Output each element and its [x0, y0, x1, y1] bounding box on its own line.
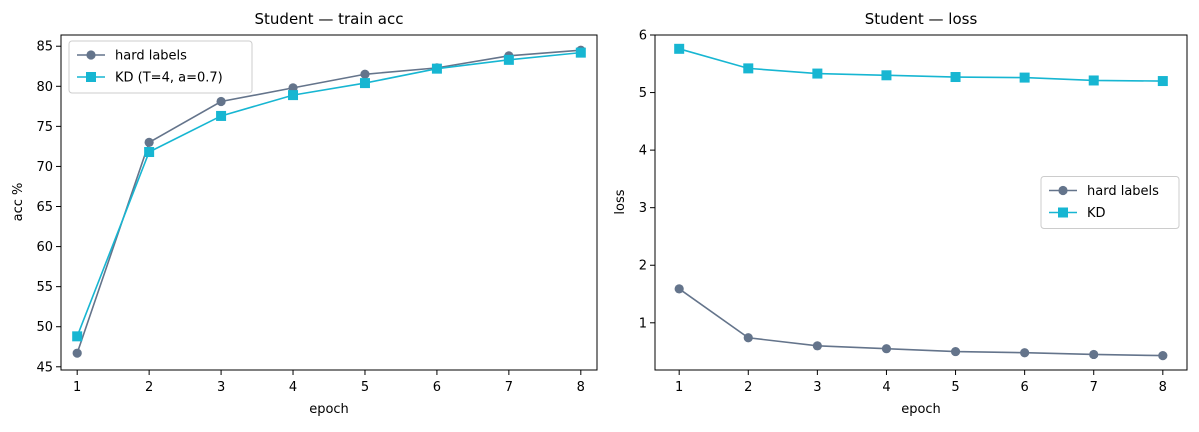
accuracy-legend: hard labels KD (T=4, a=0.7) [68, 40, 253, 94]
loss-chart-panel: Student — loss epoch loss 1 2 3 4 5 6 7 8 1 2 3 4 5 6… [613, 10, 1188, 417]
accuracy-x-tick-label: 6 [433, 380, 441, 395]
accuracy-chart-title: Student — train acc [255, 10, 404, 28]
accuracy-point-kd-t-4-a-0-7-7 [503, 54, 514, 65]
accuracy-point-kd-t-4-a-0-7-5 [359, 78, 370, 89]
accuracy-y-tick-label: 80 [36, 80, 53, 95]
loss-point-kd-5 [950, 72, 961, 83]
accuracy-x-tick-label: 3 [217, 380, 225, 395]
loss-point-hard-labels-8 [1158, 351, 1168, 361]
accuracy-legend-marker-hard-labels [86, 50, 96, 60]
loss-x-tick-label: 7 [1090, 380, 1098, 395]
loss-chart-title: Student — loss [865, 10, 978, 28]
loss-point-hard-labels-5 [950, 346, 961, 357]
accuracy-y-tick-label: 85 [36, 40, 53, 55]
loss-point-kd-7 [1088, 75, 1099, 86]
loss-point-kd-2 [743, 63, 754, 74]
loss-point-kd-8 [1157, 76, 1168, 87]
accuracy-series-line-kd-t-4-a-0-7 [76, 51, 581, 337]
loss-point-hard-labels-7 [1089, 349, 1099, 360]
loss-series-kd [674, 43, 1168, 87]
loss-y-tick-label: 1 [639, 316, 647, 331]
loss-point-kd-1 [674, 43, 685, 54]
loss-x-tick-label: 6 [1020, 380, 1028, 395]
loss-axes-frame [654, 34, 1188, 371]
accuracy-legend-label-hard-labels: hard labels [115, 49, 187, 64]
accuracy-x-axis-label: epoch [309, 402, 349, 417]
loss-y-tick-label: 5 [639, 86, 647, 101]
loss-y-tick-label: 3 [639, 201, 647, 216]
accuracy-x-tick-label: 5 [361, 380, 369, 395]
accuracy-series-line-hard-labels [76, 49, 581, 354]
loss-series-line-hard-labels [678, 288, 1163, 357]
accuracy-y-tick-label: 70 [36, 160, 53, 175]
accuracy-x-tick-label: 1 [73, 380, 81, 395]
loss-legend-marker-kd [1058, 207, 1068, 218]
loss-x-tick-label: 2 [744, 380, 752, 395]
accuracy-point-kd-t-4-a-0-7-3 [216, 110, 227, 121]
loss-legend-label-kd: KD [1087, 206, 1106, 221]
loss-legend-box [1040, 176, 1180, 229]
accuracy-y-tick-label: 60 [36, 240, 53, 255]
loss-y-axis-label: loss [613, 189, 628, 214]
loss-point-hard-labels-3 [812, 341, 822, 351]
accuracy-y-tick-label: 50 [36, 320, 53, 335]
loss-x-axis-label: epoch [901, 402, 941, 417]
accuracy-y-tick-label: 65 [36, 200, 53, 215]
accuracy-series-kd-t-4-a-0-7 [72, 47, 586, 342]
accuracy-point-hard-labels-5 [360, 69, 370, 79]
accuracy-point-kd-t-4-a-0-7-1 [72, 331, 83, 342]
accuracy-legend-box [68, 40, 253, 94]
loss-point-kd-6 [1019, 72, 1030, 83]
loss-series-line-kd [678, 48, 1163, 82]
accuracy-y-axis-label: acc % [11, 183, 26, 222]
accuracy-point-kd-t-4-a-0-7-6 [431, 63, 442, 74]
accuracy-point-kd-t-4-a-0-7-4 [288, 90, 299, 101]
loss-legend: hard labels KD [1040, 176, 1180, 229]
loss-x-tick-label: 8 [1159, 380, 1167, 395]
accuracy-x-tick-label: 2 [145, 380, 153, 395]
loss-x-tick-label: 5 [951, 380, 959, 395]
accuracy-x-tick-label: 7 [505, 380, 513, 395]
loss-y-tick-label: 2 [639, 259, 647, 274]
loss-x-tick-label: 3 [813, 380, 821, 395]
loss-point-hard-labels-1 [674, 284, 684, 294]
accuracy-x-tick-label: 4 [289, 380, 297, 395]
loss-legend-label-hard-labels: hard labels [1087, 184, 1159, 199]
accuracy-point-hard-labels-1 [72, 348, 82, 358]
loss-y-tick-label: 6 [639, 29, 647, 44]
loss-point-hard-labels-6 [1020, 348, 1030, 358]
accuracy-legend-label-kd-t-4-a-0-7: KD (T=4, a=0.7) [115, 71, 223, 86]
loss-point-hard-labels-2 [743, 333, 753, 343]
accuracy-point-hard-labels-2 [144, 137, 154, 147]
accuracy-legend-marker-kd-t-4-a-0-7 [86, 72, 96, 82]
accuracy-point-hard-labels-3 [216, 96, 226, 107]
loss-x-tick-label: 1 [675, 380, 683, 395]
accuracy-y-tick-label: 45 [36, 360, 53, 375]
accuracy-y-tick-label: 75 [36, 120, 53, 135]
accuracy-axes-frame [60, 34, 598, 371]
loss-legend-marker-hard-labels [1058, 185, 1068, 196]
accuracy-point-kd-t-4-a-0-7-2 [144, 147, 155, 158]
loss-point-hard-labels-4 [881, 344, 892, 354]
accuracy-point-kd-t-4-a-0-7-8 [575, 47, 586, 58]
accuracy-x-tick-label: 8 [577, 380, 585, 395]
accuracy-y-tick-label: 55 [36, 280, 53, 295]
loss-point-kd-3 [812, 68, 823, 79]
loss-series-hard-labels [674, 284, 1168, 361]
loss-y-tick-label: 4 [639, 144, 647, 159]
loss-point-kd-4 [881, 70, 892, 81]
loss-x-tick-label: 4 [882, 380, 890, 395]
